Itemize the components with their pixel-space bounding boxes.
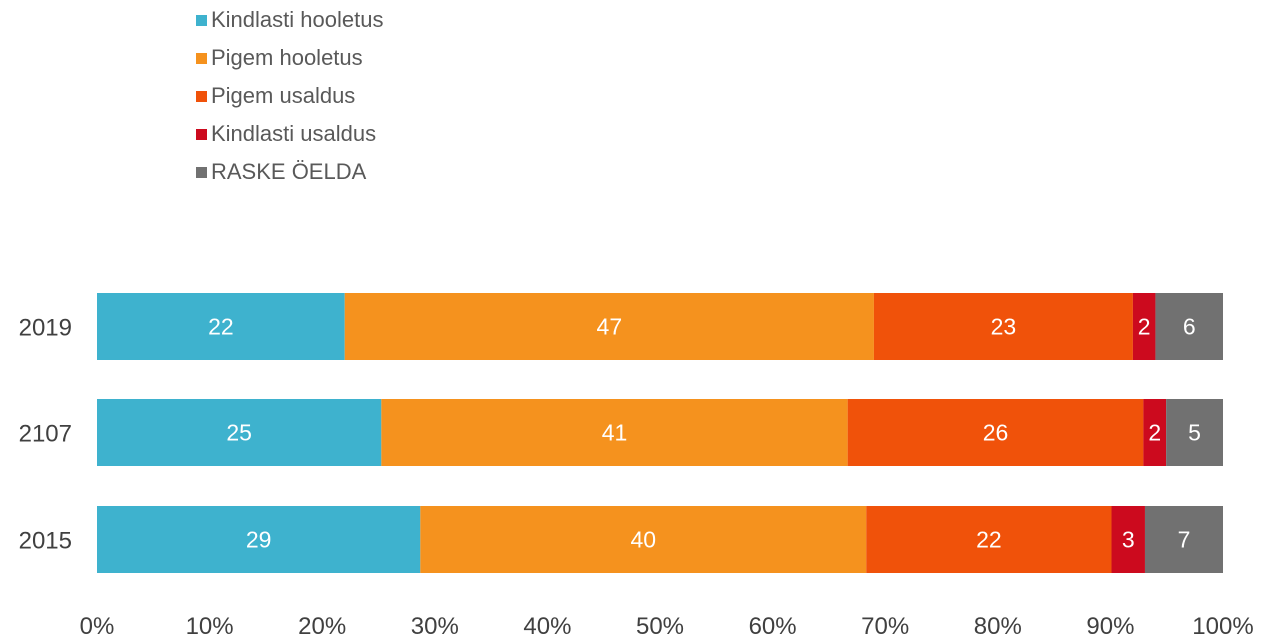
- bar-segment: [1155, 293, 1223, 360]
- x-tick-label: 30%: [411, 613, 459, 639]
- x-tick-label: 40%: [523, 613, 571, 639]
- data-label: 2: [1148, 420, 1161, 446]
- bar-segment: [344, 293, 874, 360]
- legend-label: Kindlasti usaldus: [211, 121, 376, 146]
- data-label: 2: [1138, 314, 1151, 340]
- data-label: 5: [1188, 420, 1201, 446]
- legend-label: RASKE ÖELDA: [211, 159, 367, 184]
- x-axis: 0% 10% 20% 30% 40% 50% 60% 70% 80% 90% 100%: [80, 613, 1254, 639]
- x-tick-label: 20%: [298, 613, 346, 639]
- data-label: 7: [1178, 527, 1191, 553]
- bar-segment: [873, 293, 1133, 360]
- data-label: 41: [602, 420, 628, 446]
- legend-item: RASKE ÖELDA: [196, 159, 367, 184]
- legend-swatch: [196, 91, 207, 102]
- bar-segment: [1144, 506, 1223, 573]
- legend-label: Kindlasti hooletus: [211, 7, 383, 32]
- bar-segment: [1111, 506, 1145, 573]
- data-label: 47: [597, 314, 623, 340]
- data-label: 40: [630, 527, 656, 553]
- bar-row: 29 40 22 3 7: [97, 506, 1223, 573]
- x-tick-label: 60%: [749, 613, 797, 639]
- bar-segment: [1143, 399, 1167, 466]
- bar-segment: [866, 506, 1112, 573]
- legend-label: Pigem hooletus: [211, 45, 363, 70]
- category-axis: 2019 2107 2015: [19, 315, 72, 555]
- x-tick-label: 0%: [80, 613, 115, 639]
- data-label: 23: [991, 314, 1017, 340]
- legend-swatch: [196, 129, 207, 140]
- legend-swatch: [196, 167, 207, 178]
- legend-label: Pigem usaldus: [211, 83, 355, 108]
- legend-swatch: [196, 53, 207, 64]
- bar-segment: [97, 506, 421, 573]
- legend-item: Pigem hooletus: [196, 45, 363, 70]
- legend-swatch: [196, 15, 207, 26]
- data-label: 25: [226, 420, 252, 446]
- category-label: 2019: [19, 315, 72, 342]
- legend-item: Kindlasti hooletus: [196, 7, 383, 32]
- bar-segment: [97, 293, 345, 360]
- category-label: 2107: [19, 421, 72, 448]
- category-label: 2015: [19, 528, 72, 555]
- data-label: 22: [208, 314, 234, 340]
- x-tick-label: 50%: [636, 613, 684, 639]
- bar-segment: [1132, 293, 1156, 360]
- x-tick-label: 90%: [1086, 613, 1134, 639]
- x-tick-label: 70%: [861, 613, 909, 639]
- data-label: 6: [1183, 314, 1196, 340]
- bar-row: 25 41 26 2 5: [97, 399, 1223, 466]
- bar-segment: [97, 399, 382, 466]
- bars: 22 47 23 2 625 41 26 2 529 40 22 3 7: [97, 293, 1223, 573]
- data-label: 29: [246, 527, 272, 553]
- data-label: 26: [983, 420, 1009, 446]
- bar-segment: [1166, 399, 1223, 466]
- bar-row: 22 47 23 2 6: [97, 293, 1223, 360]
- legend-item: Pigem usaldus: [196, 83, 355, 108]
- bar-segment: [381, 399, 848, 466]
- x-tick-label: 10%: [186, 613, 234, 639]
- legend: Kindlasti hooletus Pigem hooletus Pigem us…: [196, 7, 383, 184]
- data-label: 3: [1122, 527, 1135, 553]
- x-tick-label: 100%: [1192, 613, 1253, 639]
- bar-segment: [420, 506, 867, 573]
- x-tick-label: 80%: [974, 613, 1022, 639]
- legend-item: Kindlasti usaldus: [196, 121, 376, 146]
- bar-segment: [847, 399, 1144, 466]
- data-label: 22: [976, 527, 1002, 553]
